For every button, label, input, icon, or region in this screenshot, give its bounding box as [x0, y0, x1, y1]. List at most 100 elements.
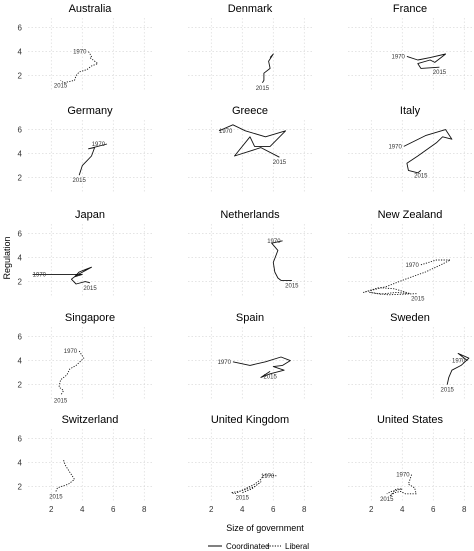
series-line-netherlands [271, 240, 292, 281]
x-tick-label: 2 [49, 505, 54, 514]
series-line-spain [232, 356, 291, 378]
y-tick-label: 4 [18, 459, 23, 468]
end-year-label: 2015 [414, 173, 428, 179]
panel-australia: Australia 1970 2015 [28, 3, 152, 90]
y-tick-label: 2 [18, 72, 23, 81]
series-line-france [406, 53, 447, 69]
start-year-label: 1970 [392, 54, 406, 60]
series-line-switzerland [55, 460, 75, 492]
y-tick-labels: 2 4 6 2 4 6 2 4 6 2 4 6 2 4 6 [18, 24, 23, 492]
x-tick-label: 4 [400, 505, 405, 514]
panel-title: Greece [232, 105, 268, 117]
panel-switzerland: Switzerland 2015 [28, 414, 152, 501]
end-year-label: 2015 [49, 494, 63, 500]
y-axis-title: Regulation [2, 236, 12, 279]
end-year-label: 2015 [441, 388, 455, 394]
panel-title: Netherlands [220, 209, 280, 221]
series-line-japan [32, 266, 92, 285]
series-line-new-zealand [363, 259, 451, 296]
panel-spain: Spain 1970 2015 [188, 312, 312, 399]
panel-united-states: United States 1970 2015 [348, 414, 472, 503]
series-line-singapore [58, 350, 85, 396]
end-year-label: 2015 [54, 83, 68, 89]
series-line-united-states [386, 474, 417, 497]
y-tick-label: 4 [18, 150, 23, 159]
panel-singapore: Singapore 1970 2015 [28, 312, 152, 404]
start-year-label: 1970 [64, 349, 78, 355]
end-year-label: 2015 [263, 374, 277, 380]
y-tick-label: 6 [18, 230, 23, 239]
panel-title: United States [377, 414, 444, 426]
start-year-label: 1970 [261, 474, 275, 480]
series-line-greece [218, 124, 287, 158]
start-year-label: 1970 [388, 144, 402, 150]
end-year-label: 2015 [433, 70, 447, 76]
y-tick-label: 2 [18, 278, 23, 287]
panel-title: Australia [69, 3, 113, 15]
legend: Coordinated Liberal [208, 542, 309, 551]
panel-italy: Italy 1970 2015 [348, 105, 472, 192]
y-tick-label: 4 [18, 48, 23, 57]
series-line-australia [60, 51, 99, 84]
start-year-label: 1970 [219, 129, 233, 135]
panel-title: Spain [236, 312, 264, 324]
start-year-label: 1970 [218, 360, 232, 366]
end-year-label: 2015 [411, 297, 425, 303]
end-year-label: 2015 [256, 86, 270, 92]
x-tick-label: 8 [142, 505, 147, 514]
y-tick-label: 6 [18, 333, 23, 342]
end-year-label: 2015 [72, 178, 86, 184]
end-year-label: 2015 [380, 497, 394, 503]
panel-greece: Greece 1970 2015 [188, 105, 312, 192]
x-tick-label: 4 [240, 505, 245, 514]
panel-netherlands: Netherlands 1970 2015 [188, 209, 312, 296]
panel-france: France 1970 2015 [348, 3, 472, 90]
panel-denmark: Denmark 2015 [188, 3, 312, 92]
y-tick-label: 2 [18, 483, 23, 492]
panel-title: Germany [67, 105, 113, 117]
x-tick-label: 6 [271, 505, 276, 514]
end-year-label: 2015 [83, 286, 97, 292]
x-tick-label: 8 [302, 505, 307, 514]
legend-label-coordinated: Coordinated [226, 542, 270, 551]
series-line-united-kingdom [230, 474, 277, 495]
panel-title: Japan [75, 209, 105, 221]
start-year-label: 1970 [267, 239, 281, 245]
end-year-label: 2015 [236, 496, 250, 502]
panel-title: United Kingdom [211, 414, 289, 426]
y-tick-label: 4 [18, 254, 23, 263]
end-year-label: 2015 [285, 283, 299, 289]
panel-new-zealand: New Zealand 1970 2015 [348, 209, 472, 303]
x-axis-title: Size of government [226, 523, 304, 533]
panel-title: Singapore [65, 312, 115, 324]
x-tick-label: 2 [209, 505, 214, 514]
series-line-denmark [262, 53, 274, 84]
panel-title: France [393, 3, 427, 15]
chart-panels: Australia 1970 2015 Denmark 2015 France 1970 20… [28, 3, 472, 503]
y-tick-label: 6 [18, 24, 23, 33]
start-year-label: 1970 [396, 473, 410, 479]
panel-title: New Zealand [378, 209, 443, 221]
y-tick-label: 6 [18, 435, 23, 444]
legend-label-liberal: Liberal [285, 542, 309, 551]
x-tick-labels: 2 4 6 8 2 4 6 8 2 4 6 8 [49, 505, 467, 514]
panel-title: Denmark [228, 3, 273, 15]
series-line-italy [403, 129, 453, 174]
panel-title: Switzerland [62, 414, 119, 426]
x-tick-label: 2 [369, 505, 374, 514]
panel-title: Sweden [390, 312, 430, 324]
start-year-label: 1970 [33, 272, 47, 278]
x-tick-label: 6 [431, 505, 436, 514]
series-line-sweden [446, 352, 470, 385]
end-year-label: 2015 [273, 160, 287, 166]
y-tick-label: 6 [18, 126, 23, 135]
y-tick-label: 2 [18, 174, 23, 183]
end-year-label: 2015 [54, 398, 68, 404]
series-line-germany [78, 143, 108, 176]
start-year-label: 1970 [73, 50, 87, 56]
panel-japan: Japan 1970 2015 [28, 209, 152, 296]
panel-title: Italy [400, 105, 421, 117]
panel-united-kingdom: United Kingdom 1970 2015 [188, 414, 312, 502]
start-year-label: 1970 [405, 263, 419, 269]
